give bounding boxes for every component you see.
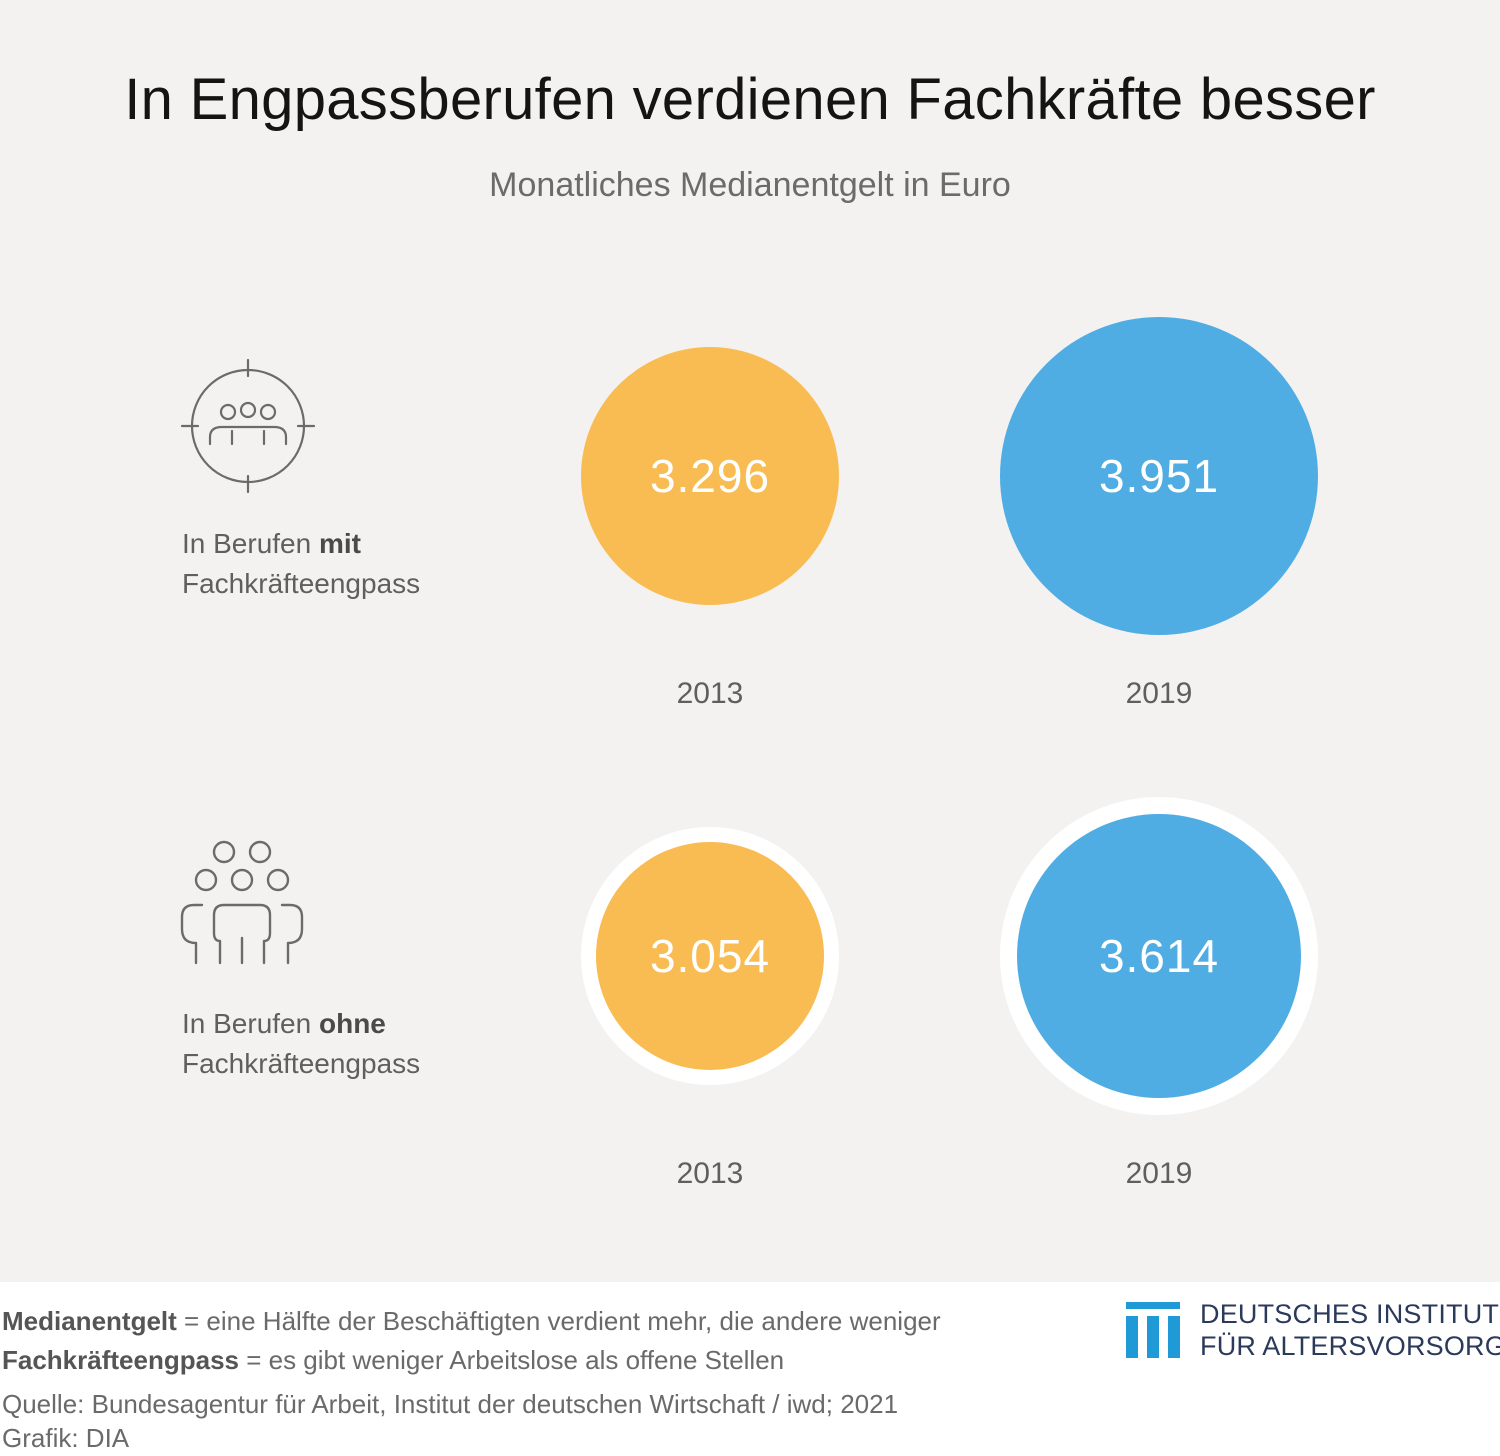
year-label: 2019 bbox=[1125, 1157, 1193, 1190]
value-label: 3.054 bbox=[649, 930, 771, 982]
credit-note: Grafik: DIA bbox=[2, 1423, 130, 1453]
year-label: 2019 bbox=[1125, 677, 1193, 710]
value-label: 3.296 bbox=[649, 450, 771, 502]
row-label-without-shortage: In Berufen ohne Fachkräfteengpass bbox=[182, 1008, 421, 1079]
value-label: 3.951 bbox=[1098, 450, 1220, 502]
logo-text: DEUTSCHES INSTITUT FÜR ALTERSVORSORGE bbox=[1200, 1299, 1500, 1361]
people-group-icon bbox=[180, 840, 304, 965]
footnote-shortage: Fachkräfteengpass = es gibt weniger Arbe… bbox=[2, 1345, 785, 1375]
value-label: 3.614 bbox=[1098, 930, 1220, 982]
year-label: 2013 bbox=[676, 1157, 744, 1190]
source-note: Quelle: Bundesagentur für Arbeit, Instit… bbox=[2, 1389, 899, 1419]
bubble-without-2019: 3.614 bbox=[1017, 814, 1301, 1098]
chart-title: In Engpassberufen verdienen Fachkräfte b… bbox=[124, 67, 1376, 132]
dia-columns-logo-icon bbox=[1126, 1302, 1180, 1358]
bubble-with-2019: 3.951 bbox=[1000, 317, 1318, 635]
target-group-icon bbox=[180, 358, 316, 494]
year-label: 2013 bbox=[676, 677, 744, 710]
footnote-median: Medianentgelt = eine Hälfte der Beschäft… bbox=[2, 1306, 941, 1336]
dia-logo: DEUTSCHES INSTITUT FÜR ALTERSVORSORGE bbox=[1126, 1296, 1500, 1366]
bubble-with-2013: 3.296 bbox=[581, 347, 839, 605]
bubble-without-2013: 3.054 bbox=[596, 842, 824, 1070]
chart-subtitle: Monatliches Medianentgelt in Euro bbox=[489, 166, 1011, 204]
row-label-with-shortage: In Berufen mit Fachkräfteengpass bbox=[182, 528, 421, 599]
